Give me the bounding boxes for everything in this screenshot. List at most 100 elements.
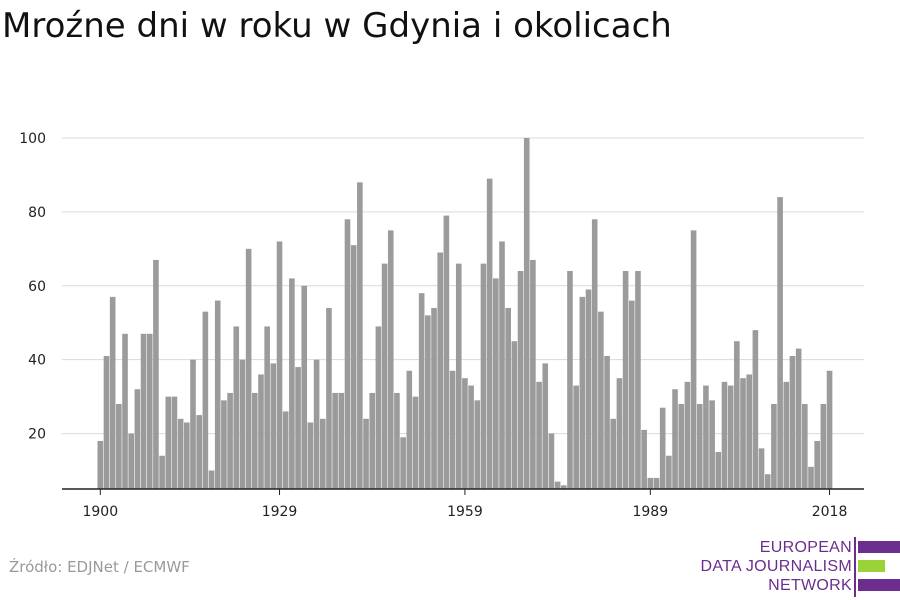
bar-1906 bbox=[134, 389, 141, 489]
bar-2008 bbox=[764, 474, 771, 489]
bar-1903 bbox=[116, 404, 122, 489]
bar-1938 bbox=[332, 392, 338, 489]
bar-1904 bbox=[122, 333, 128, 489]
bar-1916 bbox=[196, 415, 202, 489]
logo-bar-purple-bottom bbox=[858, 579, 900, 591]
bar-1923 bbox=[239, 359, 246, 489]
bar-1928 bbox=[270, 363, 277, 489]
bar-1961 bbox=[474, 400, 481, 489]
bar-1974 bbox=[554, 481, 561, 489]
bar-1920 bbox=[221, 400, 227, 489]
bar-1925 bbox=[252, 392, 258, 489]
bar-1943 bbox=[363, 418, 369, 489]
bar-1956 bbox=[443, 215, 450, 489]
bar-1986 bbox=[628, 300, 635, 489]
bar-2002 bbox=[727, 385, 734, 489]
bar-1981 bbox=[598, 311, 604, 489]
bar-1945 bbox=[375, 326, 382, 489]
bar-1979 bbox=[585, 289, 592, 489]
bar-1949 bbox=[400, 437, 406, 489]
logo-rule bbox=[854, 537, 856, 597]
bar-1990 bbox=[653, 477, 660, 489]
bar-1966 bbox=[505, 307, 511, 489]
x-tick-label: 1900 bbox=[82, 504, 118, 520]
bar-1900 bbox=[97, 440, 104, 489]
bar-1955 bbox=[437, 252, 443, 489]
bar-1939 bbox=[338, 392, 345, 489]
bar-2016 bbox=[814, 440, 820, 489]
bar-1977 bbox=[573, 385, 579, 489]
source-note: Źródło: EDJNet / ECMWF bbox=[9, 558, 190, 576]
bar-1958 bbox=[455, 263, 462, 489]
bar-1983 bbox=[610, 418, 617, 489]
x-tick-label: 1959 bbox=[447, 504, 483, 520]
bar-2009 bbox=[771, 404, 777, 489]
bar-2017 bbox=[820, 404, 827, 489]
bar-1989 bbox=[647, 477, 654, 489]
bar-1980 bbox=[591, 219, 598, 489]
bar-1908 bbox=[146, 333, 153, 489]
bar-1951 bbox=[412, 396, 419, 489]
bar-1963 bbox=[486, 178, 493, 490]
bar-2013 bbox=[795, 348, 802, 489]
bar-1965 bbox=[499, 241, 505, 489]
bar-1998 bbox=[703, 385, 709, 489]
bar-1972 bbox=[542, 363, 549, 489]
x-tick-label: 1989 bbox=[632, 504, 668, 520]
bar-1935 bbox=[313, 359, 320, 489]
bar-1999 bbox=[709, 400, 715, 489]
bar-1950 bbox=[406, 370, 413, 489]
y-tick-label: 60 bbox=[28, 279, 46, 295]
bar-1987 bbox=[635, 271, 641, 489]
bar-1934 bbox=[307, 422, 314, 489]
bar-1976 bbox=[567, 271, 573, 489]
bar-2012 bbox=[789, 355, 796, 489]
bar-1959 bbox=[462, 378, 468, 489]
bar-1929 bbox=[276, 241, 283, 489]
bars bbox=[97, 138, 833, 490]
bar-2001 bbox=[721, 381, 728, 489]
bar-1957 bbox=[449, 370, 456, 489]
bar-1968 bbox=[517, 271, 524, 489]
bar-1941 bbox=[350, 245, 357, 489]
bar-1919 bbox=[214, 300, 221, 489]
bar-1914 bbox=[184, 422, 190, 489]
bar-1909 bbox=[153, 259, 159, 489]
bar-1912 bbox=[171, 396, 178, 489]
bar-1932 bbox=[295, 367, 301, 489]
bar-1947 bbox=[387, 230, 394, 490]
y-tick-labels: 20 40 60 80 100 bbox=[19, 131, 46, 443]
bar-1933 bbox=[301, 285, 308, 489]
bar-1975 bbox=[561, 485, 567, 489]
bar-1901 bbox=[103, 355, 110, 489]
bar-2010 bbox=[777, 197, 783, 489]
bar-2003 bbox=[734, 341, 740, 489]
bar-1978 bbox=[579, 296, 586, 489]
bar-1948 bbox=[394, 392, 400, 489]
logo-bar-green bbox=[858, 560, 885, 572]
bar-2006 bbox=[752, 330, 759, 489]
bar-2014 bbox=[802, 404, 808, 489]
bar-1902 bbox=[109, 296, 116, 489]
bar-2005 bbox=[746, 374, 752, 489]
bar-1915 bbox=[190, 359, 196, 489]
bar-1982 bbox=[604, 355, 610, 489]
bar-1944 bbox=[369, 392, 376, 489]
bar-1954 bbox=[431, 307, 437, 489]
bar-1964 bbox=[493, 278, 499, 489]
bar-2015 bbox=[808, 466, 814, 489]
bar-1917 bbox=[202, 311, 209, 489]
edjnet-logo[interactable]: EUROPEAN DATA JOURNALISM NETWORK bbox=[700, 537, 900, 597]
bar-1907 bbox=[140, 333, 147, 489]
bar-1918 bbox=[208, 470, 215, 489]
logo-line-1: EUROPEAN bbox=[759, 539, 852, 556]
bar-1960 bbox=[468, 385, 474, 489]
bar-2000 bbox=[715, 452, 722, 489]
bar-1936 bbox=[319, 418, 326, 489]
bar-1953 bbox=[425, 315, 431, 489]
bar-1970 bbox=[530, 259, 536, 489]
bar-1905 bbox=[128, 433, 134, 489]
bar-1969 bbox=[523, 138, 530, 489]
bar-2018 bbox=[826, 370, 833, 489]
